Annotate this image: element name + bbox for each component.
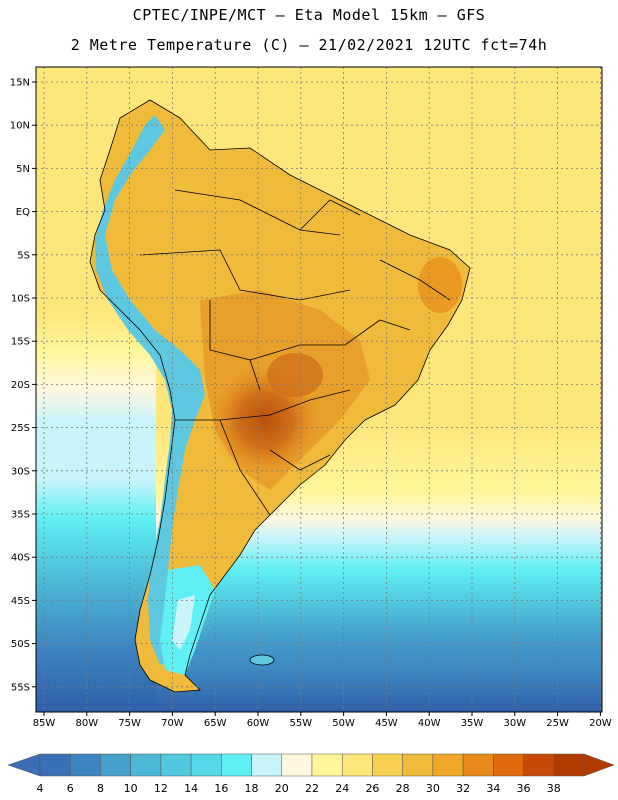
colorbar-swatch	[69, 753, 101, 777]
colorbar-label: 34	[486, 782, 500, 795]
lat-label: 55S	[11, 682, 30, 693]
lon-label: 85W	[33, 718, 56, 729]
colorbar-label: 30	[426, 782, 440, 795]
colorbar-swatch	[281, 753, 313, 777]
lat-label: 5S	[17, 250, 30, 261]
colorbar-swatch	[251, 753, 283, 777]
colorbar-label: 14	[184, 782, 198, 795]
colorbar-label: 38	[547, 782, 561, 795]
lat-label: 10S	[11, 294, 30, 305]
chart-title-line1: CPTEC/INPE/MCT – Eta Model 15km – GFS	[132, 6, 486, 24]
colorbar-label: 22	[305, 782, 319, 795]
lat-label: 25S	[11, 423, 30, 434]
colorbar-swatch	[523, 753, 555, 777]
country-borders	[89, 99, 471, 693]
colorbar-swatch	[39, 753, 71, 777]
lat-label: 10N	[10, 121, 30, 132]
lon-label: 70W	[161, 718, 184, 729]
lat-label: 30S	[11, 466, 30, 477]
colorbar-label: 12	[154, 782, 168, 795]
colorbar-swatch	[130, 753, 162, 777]
colorbar-label: 36	[517, 782, 531, 795]
colorbar-arrow-high	[583, 753, 615, 777]
lon-label: 45W	[375, 718, 398, 729]
lon-label: 50W	[332, 718, 355, 729]
colorbar-label: 4	[37, 782, 44, 795]
lat-label: 35S	[11, 510, 30, 521]
colorbar-label: 32	[456, 782, 470, 795]
plot-frame	[35, 66, 603, 713]
colorbar-swatch	[493, 753, 524, 777]
lat-label: EQ	[16, 207, 30, 218]
northeast-hot-zone	[418, 257, 462, 313]
colorbar-label: 18	[245, 782, 259, 795]
colorbar-swatch	[553, 753, 585, 777]
hot-zone-north	[267, 353, 323, 397]
colorbar-swatch	[402, 753, 434, 777]
lon-label: 30W	[503, 718, 526, 729]
colorbar-swatch	[190, 753, 222, 777]
colorbar-swatch	[341, 753, 373, 777]
colorbar-label: 10	[124, 782, 138, 795]
colorbar-arrow-low	[7, 753, 41, 777]
lat-label: 15N	[10, 78, 30, 89]
colorbar-swatch	[221, 753, 252, 777]
colorbar-swatch	[100, 753, 131, 777]
colorbar-label: 8	[97, 782, 104, 795]
lat-label: 45S	[11, 596, 30, 607]
lon-label: 25W	[546, 718, 569, 729]
lat-label: 50S	[11, 639, 30, 650]
colorbar-label: 28	[396, 782, 410, 795]
graticule	[36, 67, 602, 712]
lon-label: 60W	[247, 718, 270, 729]
patagonia-light-zone	[172, 595, 195, 650]
lat-label: 40S	[11, 553, 30, 564]
lat-label: 15S	[11, 337, 30, 348]
colorbar-label: 24	[335, 782, 349, 795]
colorbar-labels: 4 6 8 10 12 14 16 18 20 22 24 26 28 30 32 34 36 38	[37, 782, 561, 795]
colorbar-label: 16	[214, 782, 228, 795]
lon-label: 20W	[589, 718, 612, 729]
lon-label: 75W	[118, 718, 141, 729]
colorbar-swatch	[160, 753, 192, 777]
colorbar-swatch	[462, 753, 494, 777]
longitude-axis: 85W 80W 75W 70W 65W 60W 55W 50W 45W 40W 35W 30W 25W 2…	[33, 712, 612, 729]
falkland-islands	[249, 654, 275, 666]
lon-label: 80W	[75, 718, 98, 729]
lat-label: 20S	[11, 380, 30, 391]
lat-label: 5N	[16, 164, 30, 175]
colorbar-label: 6	[67, 782, 74, 795]
lon-label: 40W	[418, 718, 441, 729]
colorbar-swatch	[311, 753, 343, 777]
colorbar-swatch	[372, 753, 403, 777]
colorbar-swatch	[432, 753, 464, 777]
latitude-axis: 15N 10N 5N EQ 5S 10S 15S 20S 25S 30S 35S 40S 45S 50S 5…	[10, 78, 36, 693]
andes-cold-band	[95, 115, 205, 665]
colorbar	[7, 753, 615, 777]
chart-title-line2: 2 Metre Temperature (C) – 21/02/2021 12U…	[70, 36, 548, 54]
lon-label: 35W	[461, 718, 484, 729]
colorbar-label: 26	[365, 782, 379, 795]
lon-label: 55W	[289, 718, 312, 729]
colorbar-label: 20	[275, 782, 289, 795]
lon-label: 65W	[204, 718, 227, 729]
